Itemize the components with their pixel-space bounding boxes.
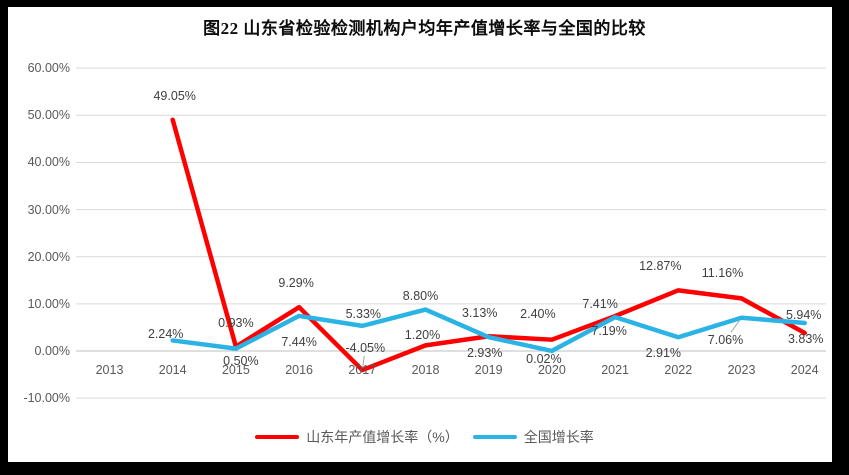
data-label: 49.05% (153, 88, 196, 103)
x-axis-label: 2019 (474, 363, 503, 377)
y-axis-label: 20.00% (27, 249, 70, 264)
data-label: 7.44% (281, 334, 317, 349)
x-axis-label: 2015 (221, 363, 250, 377)
data-label: 3.13% (461, 306, 498, 321)
x-axis-label: 2016 (285, 363, 313, 377)
x-axis-label: 2022 (664, 363, 693, 377)
data-label: 0.93% (218, 315, 254, 330)
x-axis-label: 2024 (790, 363, 819, 377)
legend-swatch-shandong (255, 434, 300, 440)
legend-label-shandong: 山东年产值增长率（%） (306, 429, 459, 445)
data-label: 3.83% (787, 331, 824, 346)
x-axis-label: 2017 (348, 363, 377, 377)
y-axis-label: 10.00% (27, 296, 70, 311)
y-axis-label: 50.00% (27, 108, 70, 123)
data-label: 12.87% (639, 259, 682, 274)
data-label: 7.06% (707, 332, 744, 347)
data-label: 5.94% (785, 307, 822, 322)
data-label: 7.19% (591, 324, 627, 339)
legend-label-national: 全国增长率 (523, 429, 594, 445)
chart-title: 图22 山东省检验检测机构户均年产值增长率与全国的比较 (203, 19, 646, 38)
label-leader-line (730, 320, 740, 333)
data-label: 2.93% (466, 346, 503, 361)
data-label: 2.91% (645, 346, 682, 361)
legend-item-shandong: 山东年产值增长率（%） (255, 427, 459, 447)
data-label: 7.41% (582, 297, 618, 312)
legend-swatch-national (472, 434, 517, 440)
data-label: 9.29% (278, 276, 314, 291)
chart-background (8, 7, 832, 462)
data-label: 11.16% (701, 266, 744, 281)
y-axis-label: 0.00% (34, 344, 70, 358)
data-label: -4.05% (345, 341, 386, 356)
x-axis-label: 2021 (601, 363, 629, 377)
data-label: 8.80% (402, 288, 439, 303)
data-label: 2.24% (147, 327, 184, 342)
label-leader-line (362, 355, 365, 367)
y-axis-label: 60.00% (27, 61, 70, 76)
series-line-national (170, 307, 807, 354)
x-axis-label: 2018 (411, 363, 440, 377)
x-axis-label: 2020 (537, 363, 566, 377)
legend-item-national: 全国增长率 (472, 427, 594, 447)
x-axis-label: 2014 (158, 363, 187, 377)
x-axis-label: 2023 (727, 363, 756, 377)
y-axis-label: 30.00% (27, 202, 70, 217)
data-label: 0.50% (223, 353, 259, 368)
data-label: 5.33% (345, 306, 382, 321)
x-axis-label: 2013 (95, 363, 124, 377)
y-axis-label: 40.00% (27, 155, 70, 170)
data-label: 0.02% (526, 351, 562, 366)
data-label: 2.40% (520, 306, 556, 321)
data-label: 1.20% (404, 328, 441, 343)
y-axis-label: -10.00% (23, 391, 70, 406)
legend: 山东年产值增长率（%） 全国增长率 (0, 427, 849, 447)
